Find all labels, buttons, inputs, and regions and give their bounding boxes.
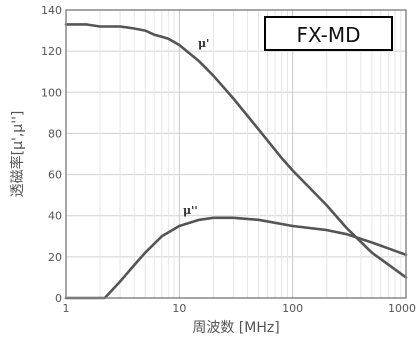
y-tick-label: 80: [48, 127, 62, 140]
series-label-mu-double-prime: μ'': [183, 204, 198, 217]
grid: [66, 9, 406, 299]
plot-frame: [65, 9, 407, 299]
x-tick-label: 1: [63, 302, 70, 315]
y-tick-label: 20: [48, 251, 62, 264]
x-tick-labels: 1 10 100 1000: [63, 302, 417, 315]
series-line-mu-double-prime: [64, 216, 408, 300]
y-tick-label: 0: [55, 292, 62, 305]
x-tick-label: 10: [172, 302, 186, 315]
legend-box-label: FX-MD: [296, 23, 360, 47]
series-line-mu-prime: [64, 23, 408, 279]
x-tick-label: 100: [282, 302, 303, 315]
legend-box: FX-MD: [264, 16, 393, 51]
y-tick-label: 100: [41, 86, 62, 99]
series-layer: [64, 23, 408, 300]
x-axis-label: 周波数 [MHz]: [192, 320, 279, 336]
y-tick-label: 60: [48, 169, 62, 182]
y-tick-label: 140: [41, 4, 62, 17]
y-tick-label: 40: [48, 210, 62, 223]
x-tick-label: 1000: [388, 302, 416, 315]
y-tick-labels: 0 20 40 60 80 100 120 140: [41, 4, 62, 305]
y-tick-label: 120: [41, 45, 62, 58]
y-axis-label: 透磁率[μ',μ'']: [9, 111, 26, 198]
series-label-mu-prime: μ': [198, 37, 209, 50]
